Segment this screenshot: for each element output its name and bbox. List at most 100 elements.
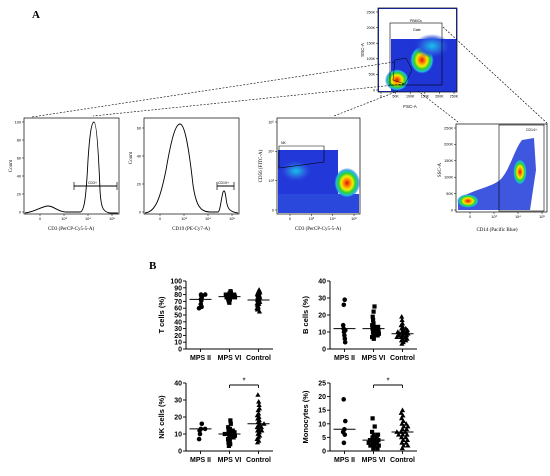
dotplot-2: 0 10 20 30 40 NK cells (%) MPS II MPS VI Control… (157, 377, 273, 464)
data-point (254, 439, 261, 445)
cd19-xtick-label: 10⁴ (205, 217, 211, 221)
y-tick-label: 0 (178, 347, 182, 354)
connector-left-bottom (92, 83, 405, 117)
data-point (342, 339, 348, 345)
category-label: MPS VI (218, 355, 242, 362)
connector-left-top (31, 61, 395, 118)
cd19-ytick-label: 60 (137, 126, 141, 130)
dotplot-1: 0 10 20 30 40 B cells (%) MPS II MPS VI Control (301, 279, 417, 362)
cd14-ytick-label: 150K (444, 159, 453, 163)
data-point (202, 292, 208, 297)
gating-ytick-label: 150K (367, 41, 376, 45)
y-tick-label: 0 (322, 449, 326, 456)
cd56-xticks: 0 10³ 10⁴ 10⁵ (289, 214, 357, 221)
cd19-xtick-label: 0 (159, 217, 161, 221)
y-tick-label: 40 (174, 381, 182, 388)
cd14-dotplot: CD14+ SSC-A CD14 (Pacific Blue) 250K 200K… (438, 123, 548, 233)
cd56-yticks: 10⁵ 10⁴ 10³ 0 (268, 120, 277, 212)
data-point (366, 440, 371, 445)
gating-ytick-label: 250K (367, 10, 376, 14)
cd56-ytick-label: 10⁵ (268, 120, 274, 124)
cd19-ytick-label: 20 (137, 182, 141, 186)
cd3-gate-label: CD3+ (88, 181, 97, 185)
cd3-xtick-label: 10³ (61, 217, 67, 221)
cd3-histogram-frame (23, 117, 120, 215)
y-tick-label: 25 (318, 381, 326, 388)
data-point (254, 306, 260, 312)
gating-density-spread (414, 34, 450, 58)
gating-xtick-label: 150K (421, 95, 430, 99)
data-point (196, 436, 202, 442)
data-point (375, 446, 380, 451)
cd56-ylabel: CD56 (FITC-A) (259, 149, 264, 182)
cd19-histogram-frame (143, 117, 240, 215)
data-point (197, 431, 203, 437)
connector-right-top (442, 26, 549, 125)
cd56-dotplot: NK CD56 (FITC-A) CD3 (PerCP-Cy5-5-A) 10⁵… (259, 117, 361, 232)
category-label: Control (390, 355, 415, 362)
y-tick-label: 15 (318, 408, 326, 415)
gating-xticks: 0 50K 100K 150K 200K 250K (380, 92, 459, 99)
y-tick-label: 90 (174, 285, 182, 292)
y-axis-label: NK cells (%) (157, 395, 166, 439)
cd19-histogram-curve (144, 123, 239, 214)
cd19-ytick-label: 0 (139, 210, 141, 214)
data-point (341, 302, 347, 308)
y-tick-label: 20 (318, 313, 326, 320)
cd19-ytick-label: 40 (137, 154, 141, 158)
data-point (371, 432, 376, 437)
cd3-xticks: 0 10³ 10⁴ 10⁵ (39, 214, 115, 221)
cd56-density-right-hot (334, 168, 360, 198)
data-point (370, 416, 375, 421)
data-point (232, 295, 238, 300)
cd56-xtick-label: 10³ (309, 217, 315, 221)
cd56-xlabel: CD3 (PerCP-Cy5-5-A) (295, 227, 342, 232)
data-point (228, 421, 233, 426)
y-tick-label: 10 (174, 340, 182, 347)
data-point (372, 304, 377, 309)
category-label: MPS II (334, 457, 355, 464)
cd3-xtick-label: 10⁴ (85, 217, 91, 221)
cd14-ytick-label: 200K (444, 143, 453, 147)
cd14-ytick-label: 100K (444, 176, 453, 180)
cd14-xtick-label: 10⁵ (539, 215, 545, 219)
data-point (196, 305, 202, 311)
cd14-gate-label: CD14+ (526, 128, 537, 132)
data-point (340, 322, 346, 328)
significance-label: * (386, 377, 389, 386)
y-tick-label: 50 (174, 313, 182, 320)
panel-a-label: A (32, 9, 40, 21)
data-point (224, 295, 229, 300)
cd3-yticks: 100 80 60 40 20 0 (15, 120, 24, 214)
data-point (371, 309, 376, 314)
data-point (371, 446, 376, 451)
data-point (342, 333, 347, 338)
cd14-density-right-hot (513, 159, 527, 185)
cd3-xtick-label: 10⁵ (109, 217, 115, 221)
data-point (399, 317, 405, 322)
category-label: MPS VI (362, 355, 386, 362)
y-tick-label: 30 (174, 398, 182, 405)
data-point (403, 337, 409, 343)
gating-gate-pbmc-label: PBMCs (410, 19, 422, 23)
gating-ytick-label: 0 (373, 88, 375, 92)
y-axis-label: B cells (%) (301, 296, 310, 334)
cd19-xtick-label: 10⁵ (229, 217, 235, 221)
data-point (376, 443, 381, 448)
cd3-ylabel: Count (9, 159, 14, 172)
cd14-xtick-label: 10³ (491, 215, 497, 219)
gating-density-hot (385, 69, 409, 91)
category-label: MPS II (190, 355, 211, 362)
cd19-xlabel: CD19 (PE-Cy7-A) (172, 227, 210, 232)
y-tick-label: 10 (318, 330, 326, 337)
data-point (399, 445, 405, 451)
category-label: Control (390, 457, 415, 464)
y-axis-label: Monocytes (%) (301, 390, 310, 443)
cd14-ytick-label: 50K (446, 192, 453, 196)
y-tick-label: 0 (178, 449, 182, 456)
gating-xlabel: FSC-A (403, 104, 417, 109)
cd3-histogram-curve (24, 121, 118, 214)
data-point (256, 308, 263, 314)
